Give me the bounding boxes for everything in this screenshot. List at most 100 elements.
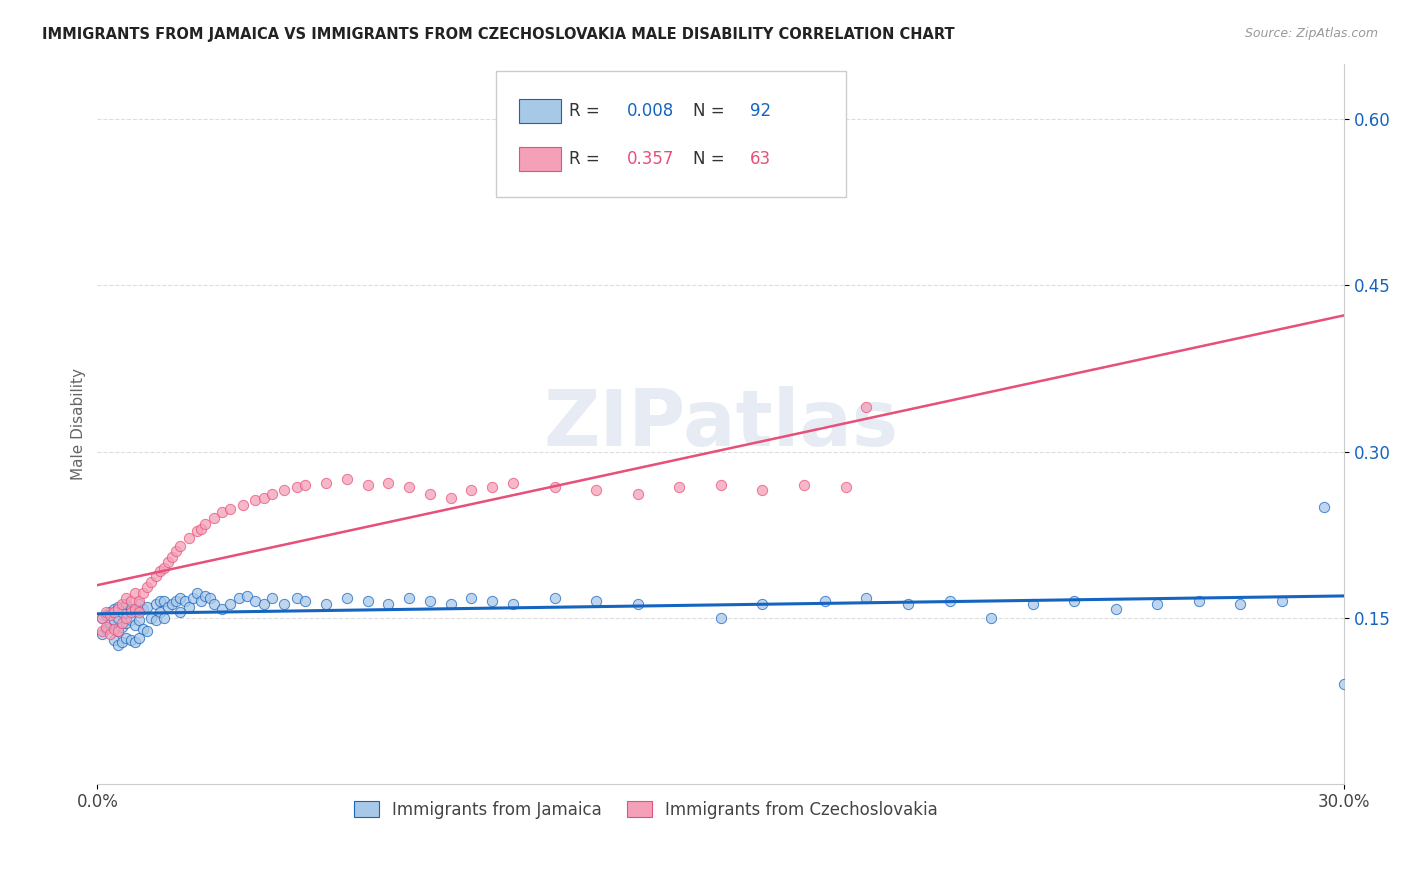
Text: R =: R = <box>569 150 605 168</box>
Point <box>585 483 607 498</box>
Point <box>186 524 208 539</box>
Point <box>1063 594 1085 608</box>
FancyBboxPatch shape <box>496 71 845 197</box>
Point <box>502 598 524 612</box>
Point <box>502 475 524 490</box>
Point <box>336 591 359 605</box>
Point <box>107 624 129 638</box>
Point <box>668 480 690 494</box>
Point <box>1188 594 1211 608</box>
Point <box>481 480 503 494</box>
Point <box>145 568 167 582</box>
Point <box>1333 677 1355 691</box>
Point <box>260 591 283 605</box>
Point <box>107 610 129 624</box>
Point <box>145 598 167 612</box>
Point <box>1312 500 1334 514</box>
Point <box>260 486 283 500</box>
Point <box>98 608 121 623</box>
Point <box>94 622 117 636</box>
Point <box>460 591 482 605</box>
Point <box>897 598 920 612</box>
Point <box>111 605 134 619</box>
Text: R =: R = <box>569 102 605 120</box>
Point <box>855 591 877 605</box>
Point <box>115 605 138 619</box>
Point <box>90 627 112 641</box>
Point <box>177 531 200 545</box>
Point <box>165 594 187 608</box>
Point <box>160 598 183 612</box>
Point <box>481 594 503 608</box>
Point <box>115 610 138 624</box>
Point <box>211 602 233 616</box>
Point <box>145 613 167 627</box>
Point <box>169 591 191 605</box>
Point <box>103 632 125 647</box>
Point <box>98 605 121 619</box>
Point <box>107 624 129 638</box>
Point <box>356 594 378 608</box>
Point <box>855 401 877 415</box>
Point <box>157 599 180 614</box>
Point <box>111 619 134 633</box>
Point <box>124 602 146 616</box>
Point <box>398 591 420 605</box>
Point <box>94 608 117 623</box>
Point <box>252 491 274 505</box>
Point <box>103 613 125 627</box>
Text: IMMIGRANTS FROM JAMAICA VS IMMIGRANTS FROM CZECHOSLOVAKIA MALE DISABILITY CORREL: IMMIGRANTS FROM JAMAICA VS IMMIGRANTS FR… <box>42 27 955 42</box>
Point <box>627 486 650 500</box>
Point <box>107 638 129 652</box>
Point <box>219 502 242 516</box>
Point <box>294 594 316 608</box>
Point <box>190 594 212 608</box>
Point <box>132 622 155 636</box>
Point <box>90 624 112 638</box>
Point <box>124 635 146 649</box>
Legend: Immigrants from Jamaica, Immigrants from Czechoslovakia: Immigrants from Jamaica, Immigrants from… <box>347 795 945 826</box>
Point <box>169 605 191 619</box>
Point <box>173 594 195 608</box>
Point <box>98 627 121 641</box>
Point <box>190 522 212 536</box>
Point <box>111 598 134 612</box>
Text: N =: N = <box>693 150 730 168</box>
Point <box>186 586 208 600</box>
Point <box>115 616 138 631</box>
Point <box>627 598 650 612</box>
Point <box>128 605 150 619</box>
Text: 0.008: 0.008 <box>627 102 675 120</box>
Text: Source: ZipAtlas.com: Source: ZipAtlas.com <box>1244 27 1378 40</box>
Point <box>153 561 176 575</box>
Point <box>128 594 150 608</box>
Point <box>398 480 420 494</box>
Point <box>149 564 172 578</box>
Point <box>980 610 1002 624</box>
Point <box>136 624 159 638</box>
Point <box>111 635 134 649</box>
Point <box>938 594 960 608</box>
Point <box>128 613 150 627</box>
Point <box>543 591 565 605</box>
Point <box>120 632 142 647</box>
Point <box>751 483 773 498</box>
Point <box>245 594 267 608</box>
Point <box>336 472 359 486</box>
Point <box>377 475 399 490</box>
Point <box>419 486 441 500</box>
Point <box>273 598 295 612</box>
Point <box>377 598 399 612</box>
Text: 92: 92 <box>749 102 770 120</box>
Text: N =: N = <box>693 102 730 120</box>
Point <box>120 613 142 627</box>
Point <box>834 480 856 494</box>
Point <box>136 580 159 594</box>
Point <box>98 616 121 631</box>
Point <box>157 555 180 569</box>
Point <box>285 480 308 494</box>
Point <box>202 511 225 525</box>
Point <box>107 599 129 614</box>
Point <box>107 602 129 616</box>
Point <box>153 610 176 624</box>
